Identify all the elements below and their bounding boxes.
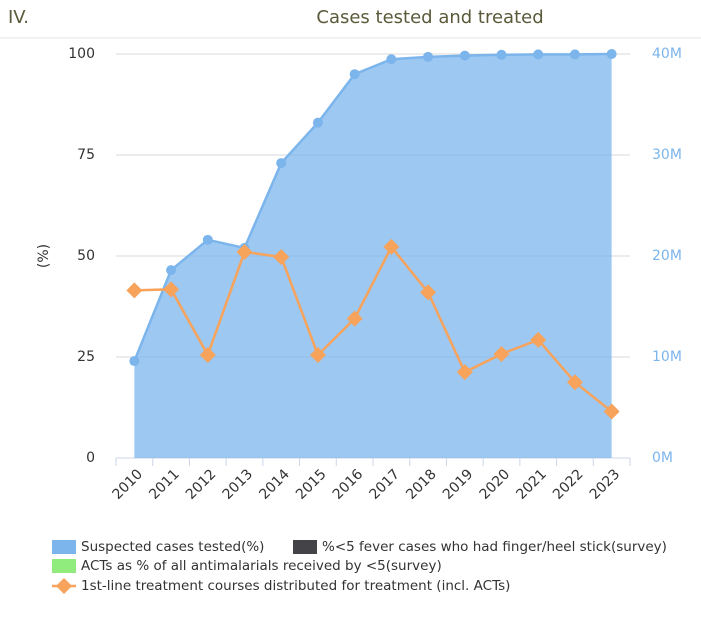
marker bbox=[126, 282, 143, 299]
marker bbox=[129, 356, 140, 367]
y-tick-label: 75 bbox=[77, 147, 95, 163]
chart-title: Cases tested and treated bbox=[316, 7, 543, 28]
legend-label: ACTs as % of all antimalarials received … bbox=[81, 558, 442, 574]
y-tick-label: 25 bbox=[77, 349, 95, 365]
marker bbox=[236, 243, 253, 260]
marker bbox=[349, 69, 360, 80]
marker bbox=[533, 49, 544, 60]
marker bbox=[312, 117, 323, 128]
x-tick-label: 2022 bbox=[550, 466, 587, 503]
y2-tick-label: 10M bbox=[652, 349, 682, 365]
x-tick-label: 2021 bbox=[513, 466, 550, 503]
x-tick-label: 2023 bbox=[587, 466, 624, 503]
x-tick-label: 2018 bbox=[403, 466, 440, 503]
marker bbox=[199, 346, 216, 363]
marker bbox=[386, 54, 397, 65]
legend-label: 1st-line treatment courses distributed f… bbox=[81, 578, 510, 594]
x-tick-label: 2019 bbox=[440, 466, 477, 503]
legend-label: Suspected cases tested(%) bbox=[81, 539, 264, 555]
legend-marker bbox=[56, 578, 72, 594]
y2-tick-label: 30M bbox=[652, 147, 682, 163]
marker bbox=[493, 345, 510, 362]
x-tick-label: 2013 bbox=[220, 466, 257, 503]
marker bbox=[603, 403, 620, 420]
marker bbox=[383, 238, 400, 255]
marker bbox=[496, 49, 507, 60]
y2-tick-label: 40M bbox=[652, 46, 682, 62]
series-line bbox=[134, 244, 613, 413]
corner-label: IV. bbox=[8, 7, 29, 28]
y-tick-label: 0 bbox=[86, 450, 95, 466]
x-tick-label: 2015 bbox=[293, 466, 330, 503]
x-tick-label: 2010 bbox=[109, 466, 146, 503]
marker bbox=[163, 281, 180, 298]
y2-tick-label: 20M bbox=[652, 248, 682, 264]
marker bbox=[459, 50, 470, 61]
y-tick-label: 100 bbox=[68, 46, 95, 62]
marker bbox=[309, 346, 326, 363]
marker bbox=[273, 249, 290, 266]
series-line bbox=[133, 52, 612, 362]
legend-label: %<5 fever cases who had finger/heel stic… bbox=[322, 539, 667, 555]
y-axis-label: (%) bbox=[36, 244, 52, 268]
marker bbox=[346, 310, 363, 327]
marker bbox=[569, 49, 580, 60]
y-tick-label: 50 bbox=[77, 248, 95, 264]
legend-swatch bbox=[52, 540, 76, 554]
y2-tick-label: 0M bbox=[652, 450, 673, 466]
x-tick-label: 2017 bbox=[366, 466, 403, 503]
marker bbox=[202, 234, 213, 245]
legend-swatch bbox=[52, 559, 76, 573]
marker bbox=[276, 158, 287, 169]
marker bbox=[456, 364, 473, 381]
marker bbox=[530, 331, 547, 348]
x-tick-label: 2014 bbox=[256, 466, 293, 503]
x-tick-label: 2016 bbox=[330, 466, 367, 503]
area bbox=[134, 54, 612, 458]
marker bbox=[566, 374, 583, 391]
x-tick-label: 2012 bbox=[183, 466, 220, 503]
marker bbox=[420, 284, 437, 301]
marker bbox=[423, 51, 434, 62]
legend-swatch bbox=[293, 540, 317, 554]
x-tick-label: 2020 bbox=[477, 466, 514, 503]
marker bbox=[606, 49, 617, 59]
x-tick-label: 2011 bbox=[146, 466, 183, 503]
marker bbox=[166, 265, 177, 276]
